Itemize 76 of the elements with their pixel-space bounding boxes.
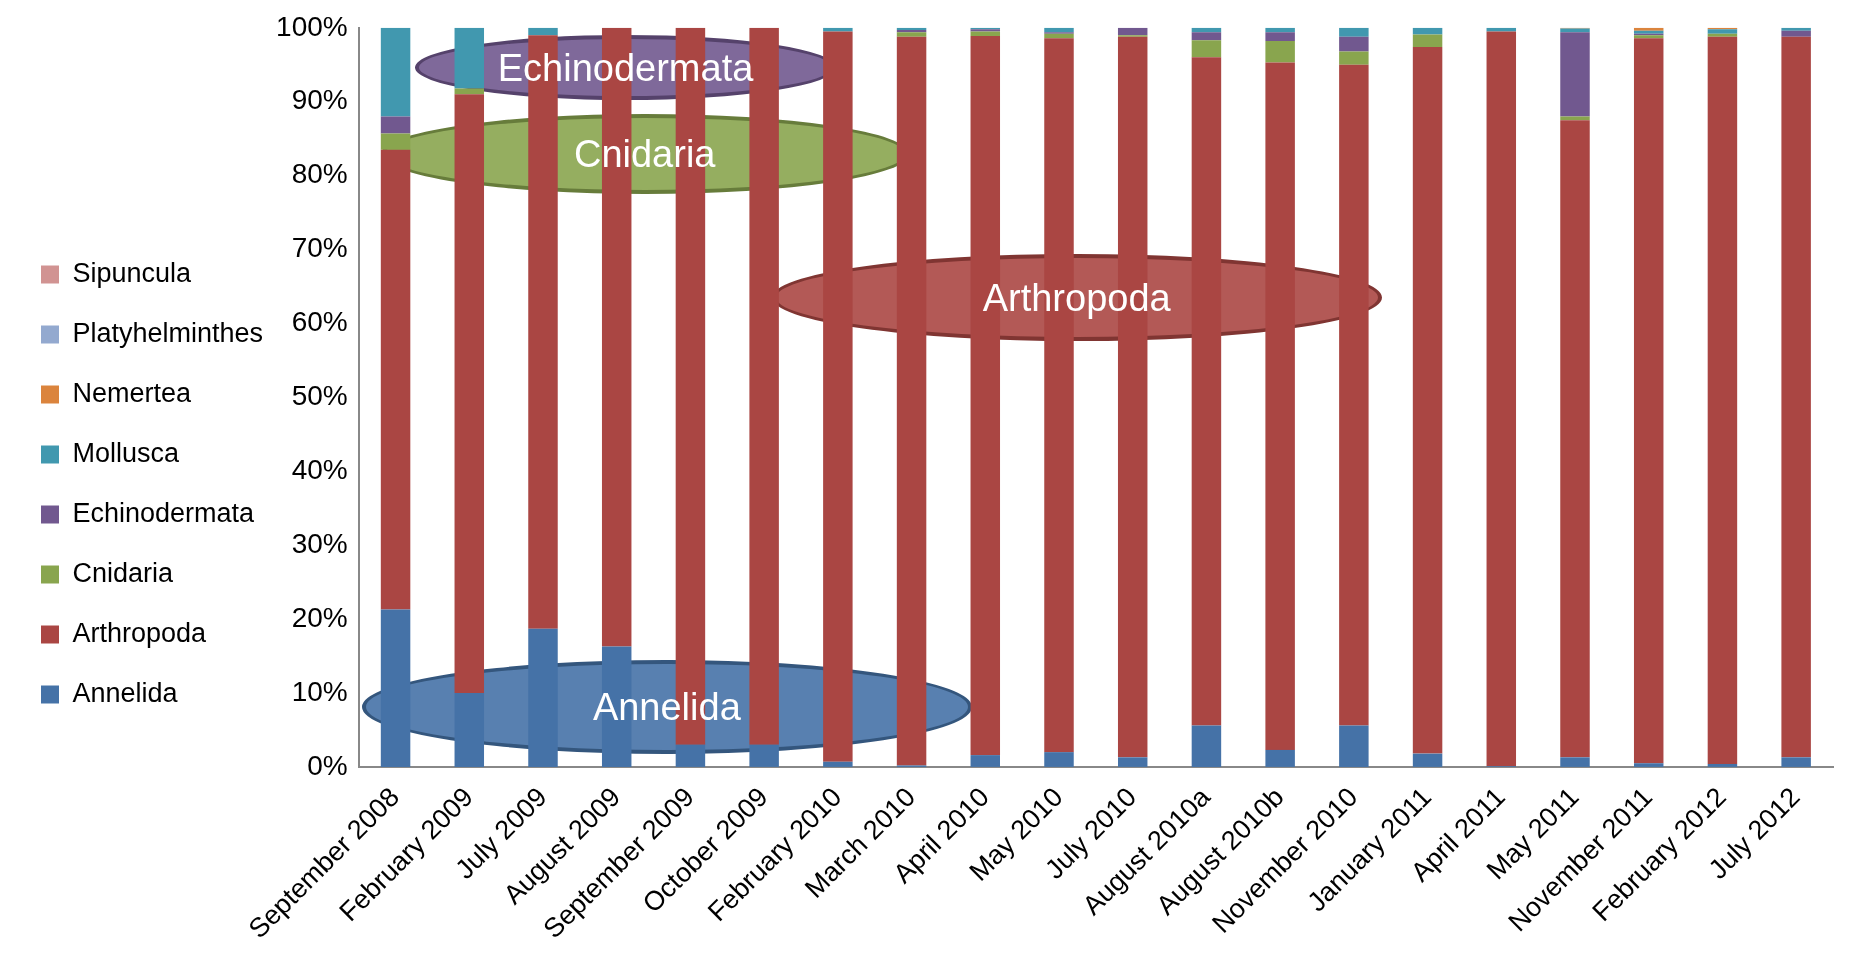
- bar: [454, 693, 485, 767]
- bar: [1560, 120, 1590, 758]
- bar: [1339, 725, 1369, 767]
- bar: [970, 31, 1001, 36]
- y-tick-label: 100%: [276, 10, 348, 42]
- bar: [823, 761, 853, 767]
- y-tick-label: 90%: [291, 84, 348, 116]
- legend-label: Sipuncula: [72, 257, 193, 288]
- legend-label: Echinodermata: [72, 497, 256, 528]
- bar: [380, 27, 411, 117]
- bar: [1265, 32, 1295, 42]
- bar: [1707, 29, 1738, 34]
- bar: [1412, 753, 1443, 767]
- bar: [1339, 51, 1369, 65]
- bar: [823, 31, 853, 762]
- y-tick-label: 20%: [291, 601, 348, 633]
- bar: [1191, 725, 1222, 767]
- y-tick-label: 30%: [291, 527, 348, 559]
- bar: [1560, 757, 1590, 767]
- bar: [1781, 757, 1811, 767]
- y-tick-label: 0%: [307, 749, 348, 781]
- bar: [528, 27, 558, 36]
- y-tick-label: 80%: [291, 158, 348, 190]
- legend-label: Platyhelminthes: [72, 317, 264, 348]
- y-tick-label: 40%: [291, 453, 348, 485]
- bar: [1265, 41, 1295, 63]
- bar: [1412, 34, 1443, 48]
- bar: [454, 94, 485, 694]
- bar: [749, 744, 779, 767]
- y-tick-label: 50%: [291, 380, 348, 412]
- bar: [1339, 36, 1369, 52]
- bar: [1265, 62, 1295, 750]
- bar: [896, 32, 927, 37]
- bar: [970, 755, 1001, 767]
- bar: [1265, 749, 1295, 767]
- bar: [1781, 36, 1811, 758]
- y-tick-label: 70%: [291, 232, 348, 264]
- annotation: Arthropoda: [982, 276, 1171, 319]
- bar: [1044, 27, 1074, 33]
- bar: [454, 27, 485, 89]
- bar: [1412, 47, 1443, 754]
- bar: [380, 149, 411, 610]
- bar: [1339, 64, 1369, 726]
- bar: [1191, 40, 1222, 58]
- bar: [1486, 31, 1517, 767]
- bar: [380, 116, 411, 134]
- legend-label: Mollusca: [72, 437, 181, 468]
- bar: [454, 88, 485, 95]
- bar: [1339, 27, 1369, 37]
- y-tick-label: 60%: [291, 306, 348, 338]
- bar: [675, 744, 706, 767]
- bar: [1781, 27, 1811, 31]
- bar: [896, 36, 927, 766]
- bar: [380, 609, 411, 767]
- legend-label: Nemertea: [72, 377, 193, 408]
- bar: [380, 133, 411, 150]
- bar: [1117, 757, 1148, 767]
- bar: [1117, 27, 1148, 36]
- legend-label: Cnidaria: [72, 557, 175, 588]
- bar: [1707, 36, 1738, 764]
- bar: [1781, 30, 1811, 37]
- bar: [528, 628, 558, 767]
- bar: [1707, 33, 1738, 37]
- bar: [1560, 32, 1590, 117]
- y-tick-label: 10%: [291, 675, 348, 707]
- bar: [1191, 57, 1222, 726]
- legend-label: Arthropoda: [72, 617, 208, 648]
- bar: [1191, 32, 1222, 41]
- bar: [1633, 38, 1664, 764]
- bar: [1560, 116, 1590, 121]
- bar: [1044, 752, 1074, 767]
- bar: [1633, 763, 1664, 767]
- bar: [1265, 27, 1295, 33]
- legend-label: Annelida: [72, 677, 179, 708]
- bar: [1707, 763, 1738, 767]
- bar: [1044, 33, 1074, 39]
